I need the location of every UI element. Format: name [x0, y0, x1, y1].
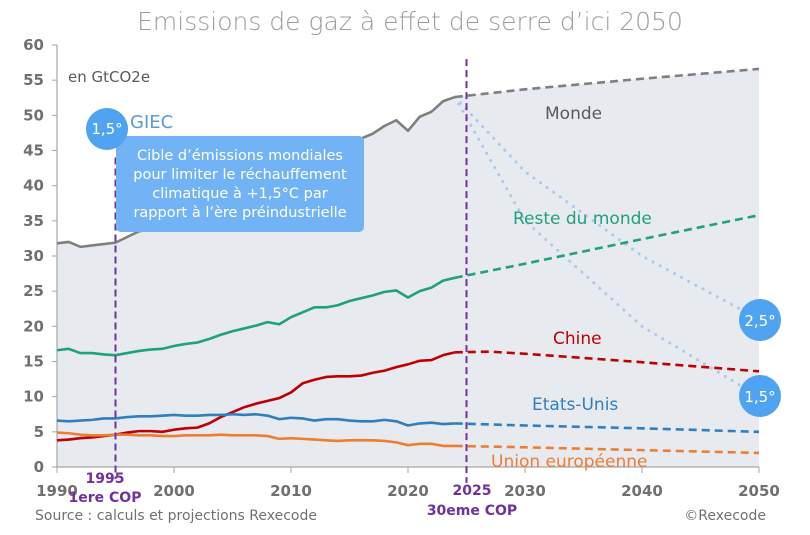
giec-callout-box [116, 136, 364, 232]
x-tick-label: 2050 [738, 482, 780, 500]
label-etats-unis: Etats-Unis [532, 395, 618, 415]
y-tick-label: 55 [23, 71, 44, 89]
x-tick-label: 2020 [387, 482, 429, 500]
giec-callout-line-2: pour limiter le réchauffement [133, 167, 347, 183]
y-tick-label: 35 [23, 212, 44, 230]
copyright: ©Rexecode [684, 508, 766, 524]
giec-callout: Cible d’émissions mondiales pour limiter… [86, 108, 364, 232]
label-chine: Chine [553, 329, 602, 349]
giec-badge [86, 108, 128, 150]
unit-label: en GtCO2e [68, 68, 150, 86]
x-tick-label: 2000 [153, 482, 195, 500]
cop-markers [114, 59, 468, 483]
y-tick-label: 5 [34, 423, 44, 441]
series-line-union-europeenne-historical [56, 431, 455, 448]
badge-1-5: 1,5° [739, 375, 781, 417]
label-reste-du-monde: Reste du monde [513, 209, 652, 229]
y-tick-label: 20 [23, 317, 44, 335]
giec-callout-line-1: Cible d’émissions mondiales [137, 148, 343, 164]
y-tick-label: 60 [23, 36, 44, 54]
badge-2-5-text: 2,5° [744, 312, 775, 330]
label-monde: Monde [545, 104, 602, 124]
x-tick-label: 2010 [270, 482, 312, 500]
x-tick-label: 1990 [36, 482, 78, 500]
badge-2-5: 2,5° [739, 299, 781, 341]
y-tick-label: 25 [23, 282, 44, 300]
x-tick-label: 2040 [621, 482, 663, 500]
badge-1-5-circle [739, 375, 781, 417]
series-line-chine-projection [454, 350, 760, 373]
y-tick-label: 0 [34, 458, 44, 476]
source-note: Source : calculs et projections Rexecode [35, 508, 317, 524]
plot-background [57, 68, 759, 467]
badge-1-5-text: 1,5° [744, 388, 775, 406]
giec-callout-line-3: climatique à +1,5°C par [152, 186, 327, 202]
y-tick-label: 15 [23, 353, 44, 371]
giec-callout-line-4: rapport à l’ère préindustrielle [133, 205, 346, 221]
label-union-europeenne: Union européenne [491, 452, 648, 472]
giec-label: GIEC [130, 112, 173, 133]
y-tick-label: 45 [23, 142, 44, 160]
cop-1995-year: 1995 [86, 471, 125, 487]
giec-badge-text: 1,5° [91, 120, 122, 138]
series-line-reste-du-monde-historical [56, 276, 456, 357]
badge-2-5-circle [739, 299, 781, 341]
series-line-chine-historical [56, 351, 456, 442]
series-line-etats-unis-historical [56, 412, 455, 427]
y-tick-label: 40 [23, 177, 44, 195]
x-tick-label: 2030 [504, 482, 546, 500]
chart-title: Emissions de gaz à effet de serre d’ici … [137, 7, 683, 36]
series-lines [56, 67, 760, 455]
plot-area [57, 68, 759, 467]
y-tick-label: 10 [23, 388, 44, 406]
y-tick-label: 50 [23, 106, 44, 124]
cop-2025-year: 2025 [453, 483, 492, 499]
series-line-reste-du-monde-projection [454, 213, 760, 280]
cop-1995-event: 1ere COP [69, 490, 142, 506]
cop-2025-event: 30eme COP [427, 503, 517, 519]
y-tick-label: 30 [23, 247, 44, 265]
